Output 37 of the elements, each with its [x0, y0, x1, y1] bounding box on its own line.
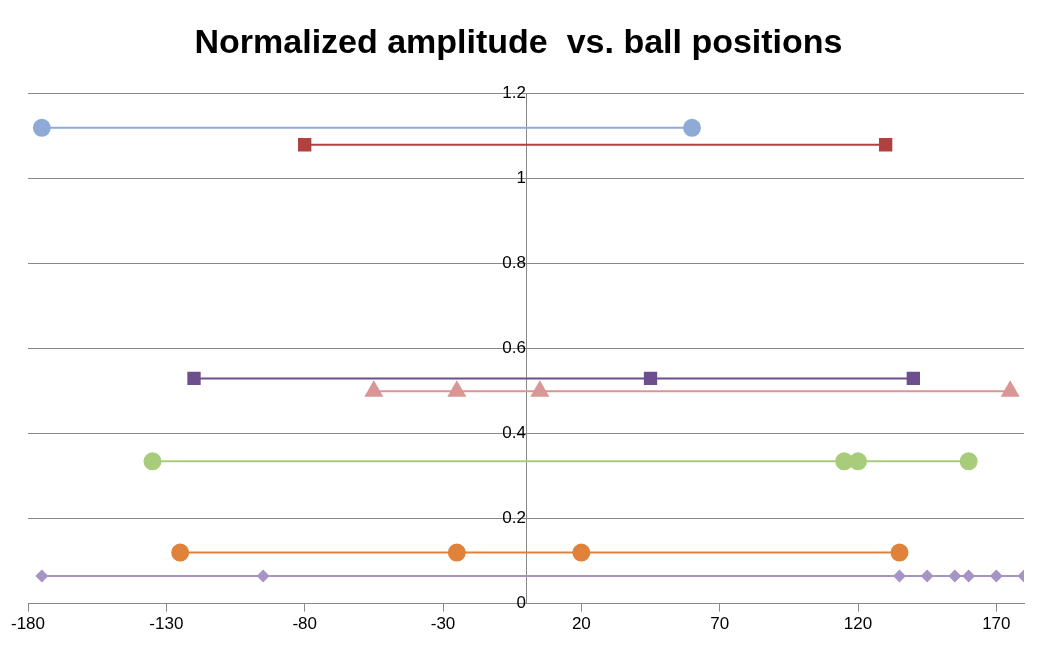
y-tick-label: 0.4 — [502, 423, 527, 443]
point — [187, 371, 201, 386]
point — [447, 543, 466, 562]
x-tick-label: 120 — [843, 614, 873, 634]
y-tick-label: 0 — [516, 593, 527, 613]
y-tick-label: 0.8 — [502, 253, 527, 273]
x-tick-label: -130 — [149, 614, 184, 634]
y-tick-label: 0.6 — [502, 338, 527, 358]
point — [921, 569, 934, 582]
point — [143, 452, 162, 471]
point — [959, 452, 978, 471]
point — [893, 569, 906, 582]
x-tick-label: -80 — [292, 614, 317, 634]
point — [643, 371, 658, 386]
x-tick-label: -30 — [430, 614, 456, 634]
point — [890, 543, 909, 562]
x-tick-label: 20 — [571, 614, 591, 634]
x-tick-label: 170 — [982, 614, 1011, 634]
point — [32, 118, 51, 137]
chart-title: Normalized amplitude vs. ball positions — [194, 21, 843, 60]
point — [948, 569, 961, 582]
point — [906, 371, 920, 386]
point — [257, 569, 270, 582]
y-tick-label: 1.2 — [502, 83, 527, 103]
y-tick-label: 0.2 — [502, 508, 527, 528]
point — [35, 569, 48, 582]
x-tick-label: -180 — [11, 614, 46, 634]
point — [990, 569, 1003, 582]
point — [572, 543, 591, 562]
point — [171, 543, 190, 562]
x-tick-label: 70 — [710, 614, 730, 634]
point — [683, 118, 701, 137]
point — [298, 138, 312, 152]
point — [879, 138, 893, 152]
point — [962, 569, 975, 582]
point — [849, 452, 867, 471]
y-tick-label: 1 — [516, 168, 527, 188]
